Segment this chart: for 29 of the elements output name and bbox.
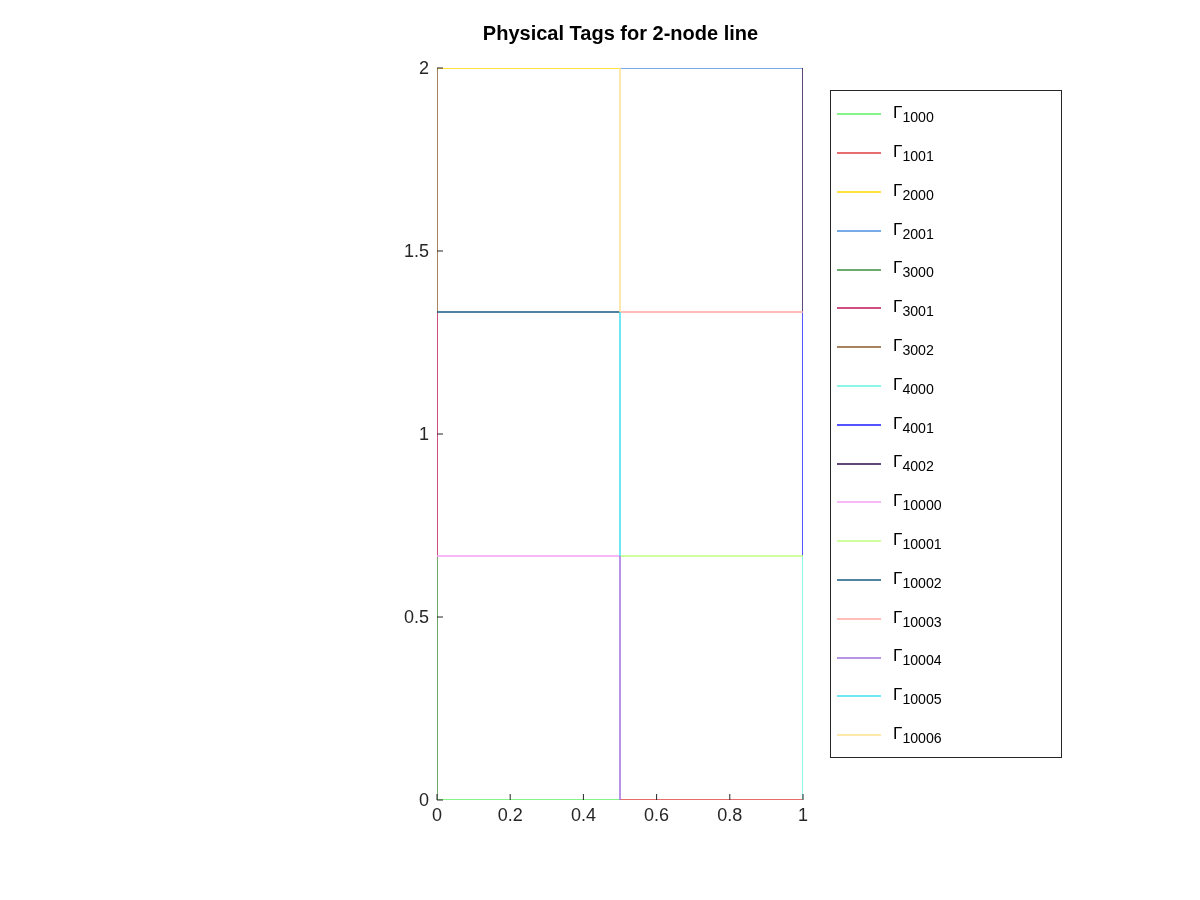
legend-label: Γ$_{3001}$ [893,297,934,320]
x-tick-label: 0 [431,804,443,825]
legend-label: Γ$_{2000}$ [893,180,934,204]
legend-label: Γ$_{3002}$ [893,335,934,359]
x-tick-label: 0.8 [717,804,743,825]
legend-label: Γ$_{10002}$ [893,568,942,592]
legend-label: Γ$_{10000}$ [893,491,942,514]
legend-label: Γ$_{2001}$ [893,219,934,242]
y-tick-label: 0.5 [403,607,429,628]
legend-label: Γ$_{10003}$ [893,607,942,630]
legend-label: Γ$_{10004}$ [893,646,942,669]
y-tick-label: 1 [418,424,429,445]
x-tick-label: 0.6 [644,804,670,825]
x-tick-label: 1 [797,804,809,825]
legend-label: Γ$_{4000}$ [893,374,934,398]
legend-label: Γ$_{4002}$ [893,452,934,475]
legend-label: Γ$_{10001}$ [893,529,942,553]
y-tick-label: 1.5 [403,241,429,262]
legend-label: Γ$_{1000}$ [893,103,934,126]
chart-title: Physical Tags for 2-node line [482,22,759,45]
legend-label: Γ$_{10006}$ [893,723,942,747]
legend-label: Γ$_{4001}$ [893,413,934,436]
x-tick-label: 0.4 [570,804,596,825]
y-tick-label: 0 [418,790,429,811]
legend-label: Γ$_{10005}$ [893,685,942,708]
legend-label: Γ$_{3000}$ [893,258,934,281]
legend-label: Γ$_{1001}$ [893,142,934,165]
y-tick-label: 2 [418,58,429,79]
x-tick-label: 0.2 [497,804,523,825]
